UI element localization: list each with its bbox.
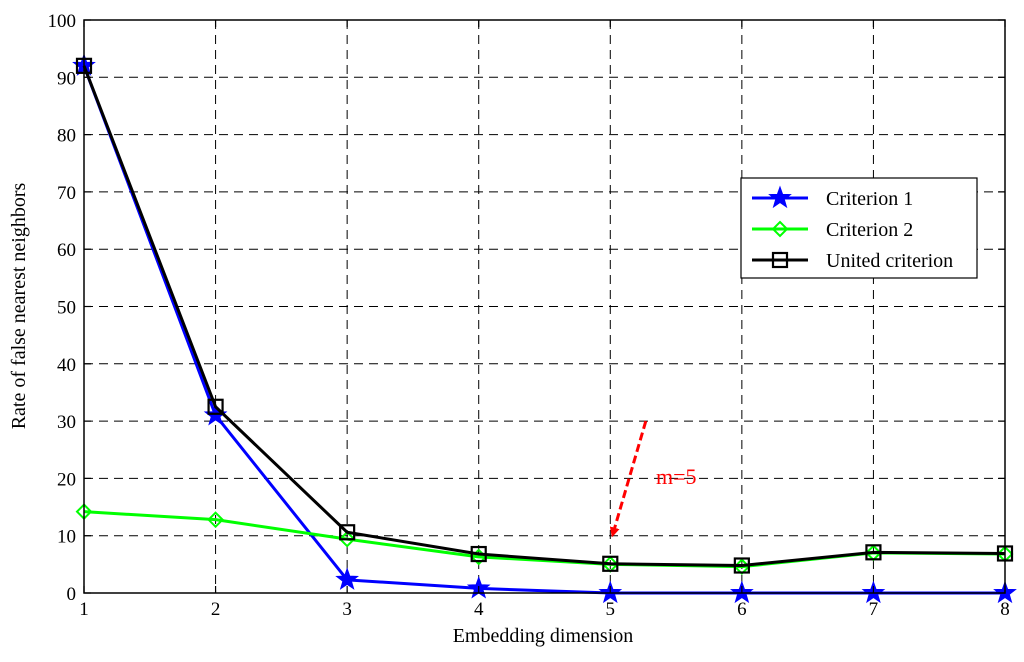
square-marker [865, 544, 882, 561]
legend-label: Criterion 2 [826, 219, 913, 241]
x-tick-label: 2 [211, 599, 221, 620]
diamond-marker [771, 220, 789, 238]
y-tick-label: 60 [57, 240, 76, 261]
y-tick-label: 50 [57, 298, 76, 319]
star-marker [335, 567, 360, 590]
y-axis-label: Rate of false nearest neighbors [8, 183, 30, 430]
annotation: m=5 [609, 420, 697, 538]
series [75, 503, 1014, 576]
x-tick-label: 4 [474, 599, 484, 620]
series-group [72, 53, 1017, 604]
x-tick-label: 6 [737, 599, 747, 620]
plot-frame [83, 19, 1006, 594]
annotation-label: m=5 [656, 464, 697, 489]
square-marker [339, 524, 356, 541]
series-line [82, 65, 1005, 595]
legend-label: Criterion 1 [826, 188, 913, 210]
axes-frame [83, 19, 1006, 594]
square-marker [771, 251, 789, 269]
square-marker [470, 545, 487, 563]
x-tick-label: 8 [1000, 599, 1010, 620]
x-axis-label: Embedding dimension [453, 625, 634, 647]
x-tick-label: 5 [606, 599, 616, 620]
square-marker [602, 555, 619, 572]
series-line [82, 65, 1006, 567]
y-tick-label: 0 [67, 584, 77, 605]
x-tick-label: 1 [79, 599, 89, 620]
square-marker [733, 557, 750, 574]
y-tick-label: 10 [57, 527, 76, 548]
y-tick-label: 20 [57, 469, 76, 490]
x-tick-label: 3 [342, 599, 352, 620]
y-tick-label: 90 [57, 68, 76, 89]
square-marker [207, 398, 224, 415]
series [75, 57, 1014, 574]
annotation-arrow [609, 420, 648, 538]
grid [84, 20, 1005, 593]
y-tick-label: 80 [57, 126, 76, 147]
legend-label: United criterion [826, 250, 953, 272]
legend: Criterion 1 Criterion 2 United criterion [740, 177, 978, 279]
y-tick-label: 100 [48, 11, 77, 32]
y-tick-label: 40 [57, 355, 76, 376]
diamond-marker [338, 530, 356, 548]
diamond-marker [207, 511, 224, 529]
x-tick-label: 7 [869, 599, 879, 620]
y-tick-label: 70 [57, 183, 76, 204]
y-tick-label: 30 [57, 412, 76, 433]
star-marker [768, 185, 792, 209]
